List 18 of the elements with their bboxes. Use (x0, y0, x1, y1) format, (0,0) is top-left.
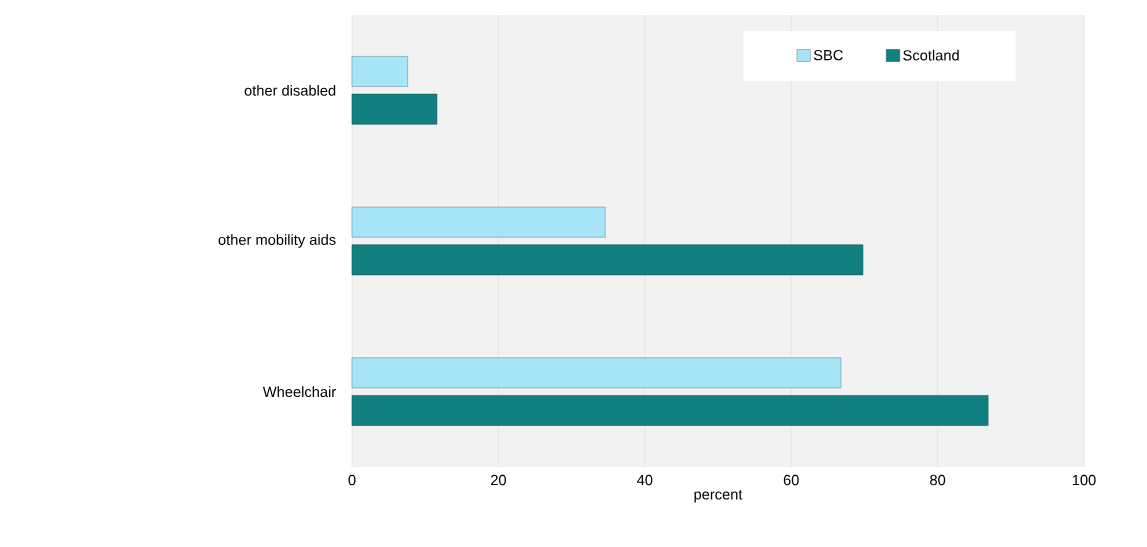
bar (351, 206, 606, 238)
x-tick-label: 100 (1072, 474, 1096, 486)
legend-label: SBC (813, 49, 843, 61)
x-axis-title: percent (694, 489, 743, 503)
y-tick-label: other disabled (244, 84, 336, 96)
y-tick-label: Wheelchair (262, 386, 336, 398)
bar (351, 395, 989, 426)
bar (351, 93, 438, 125)
x-tick-label: 60 (783, 474, 799, 486)
legend-label: Scotland (903, 49, 959, 61)
y-tick-label: other mobility aids (218, 234, 336, 248)
x-tick-label: 40 (636, 474, 653, 486)
x-tick-label: 0 (348, 474, 356, 486)
x-tick-label: 20 (490, 474, 506, 486)
bar (351, 56, 408, 87)
bar (351, 244, 864, 276)
bar (351, 357, 842, 389)
x-tick-label: 80 (930, 474, 946, 486)
